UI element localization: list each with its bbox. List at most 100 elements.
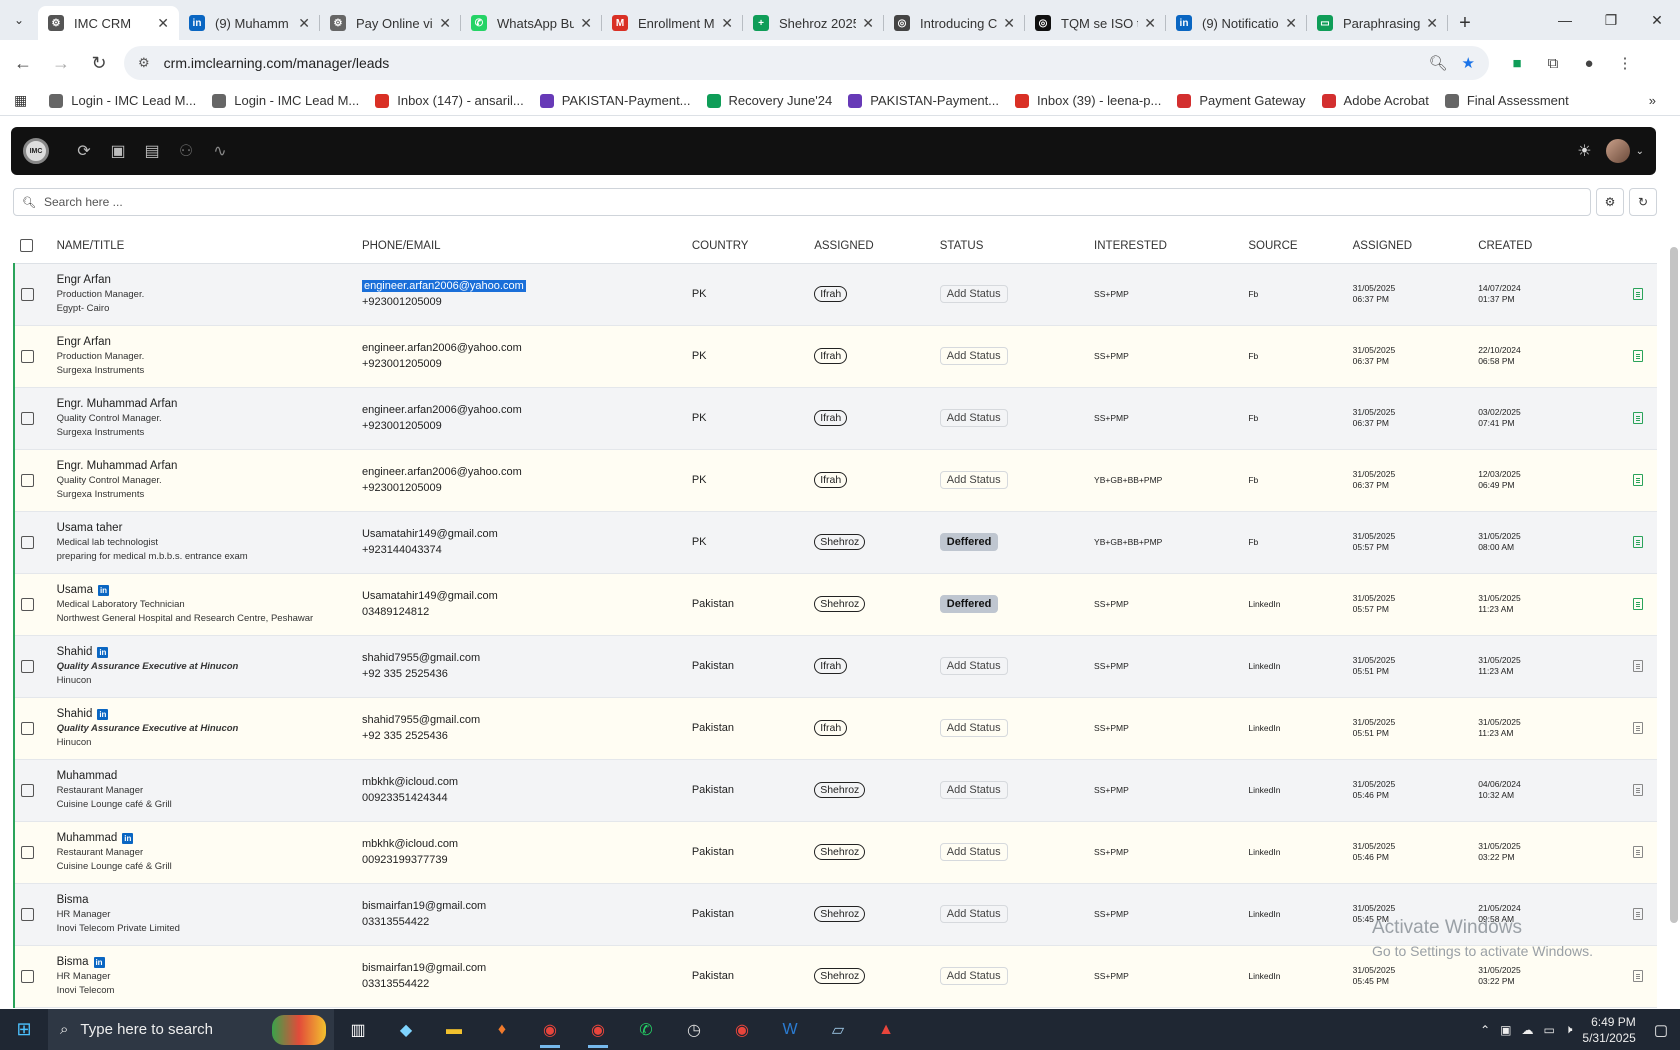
lead-email[interactable]: shahid7955@gmail.com (361, 652, 481, 664)
tab-close-icon[interactable]: ✕ (580, 14, 592, 31)
document-icon[interactable] (1633, 784, 1644, 796)
lead-email[interactable]: mbkhk@icloud.com (361, 838, 459, 850)
tab-close-icon[interactable]: ✕ (1426, 14, 1438, 31)
assigned-badge[interactable]: Shehroz (814, 534, 866, 550)
profile-avatar-icon[interactable]: ● (1584, 54, 1594, 72)
clock[interactable]: 6:49 PM 5/31/2025 (1582, 1014, 1635, 1046)
browser-menu-icon[interactable]: ⋮ (1617, 55, 1633, 72)
assigned-badge[interactable]: Shehroz (814, 596, 866, 612)
table-row[interactable]: Bisma HR Manager Inovi Telecom Private L… (13, 883, 1657, 946)
row-checkbox[interactable] (21, 411, 34, 425)
lead-name[interactable]: Engr. Muhammad Arfan (56, 398, 178, 410)
lead-phone[interactable]: 03489124812 (361, 606, 430, 618)
tab-close-icon[interactable]: ✕ (862, 14, 874, 31)
clock-app-icon[interactable]: ◷ (687, 1021, 701, 1039)
restore-icon[interactable]: ❐ (1604, 11, 1618, 28)
table-row[interactable]: Engr. Muhammad Arfan Quality Control Man… (13, 387, 1657, 450)
status-button[interactable]: Add Status (939, 843, 1008, 861)
table-row[interactable]: Engr. Muhammad Arfan Quality Control Man… (13, 449, 1657, 512)
bookmark-item[interactable]: PAKISTAN-Payment... (848, 93, 999, 108)
lead-phone[interactable]: +923001205009 (361, 296, 442, 308)
row-checkbox[interactable] (21, 349, 34, 363)
imc-logo[interactable]: IMC (23, 138, 49, 164)
copilot-icon[interactable]: ◆ (399, 1021, 413, 1039)
report-icon[interactable]: ▤ (144, 143, 160, 160)
assigned-badge[interactable]: Ifrah (814, 658, 848, 674)
apps-grid-icon[interactable]: ▦ (14, 92, 28, 108)
browser-tab[interactable]: + Shehroz 2025 ✕ (743, 6, 884, 40)
document-icon[interactable] (1633, 598, 1644, 610)
status-button[interactable]: Add Status (939, 409, 1008, 427)
lead-name[interactable]: Bisma (56, 956, 89, 968)
browser-tab[interactable]: ◎ Introducing C ✕ (884, 6, 1025, 40)
tab-close-icon[interactable]: ✕ (721, 14, 733, 31)
status-button[interactable]: Add Status (939, 905, 1008, 923)
lead-email[interactable]: bismairfan19@gmail.com (361, 900, 487, 912)
col-created[interactable]: CREATED (1478, 229, 1630, 264)
search-input[interactable]: 🔍︎ Search here ... (13, 188, 1591, 216)
notifications-icon[interactable]: ▢ (1653, 1021, 1668, 1039)
extensions-puzzle-icon[interactable]: ⧉ (1547, 54, 1559, 72)
assigned-badge[interactable]: Shehroz (814, 844, 866, 860)
tab-close-icon[interactable]: ✕ (298, 14, 310, 31)
cloud-icon[interactable]: ☁ (1521, 1022, 1534, 1037)
tab-close-icon[interactable]: ✕ (439, 14, 451, 31)
tab-close-icon[interactable]: ✕ (1144, 14, 1156, 31)
table-row[interactable]: Usama taher Medical lab technologist pre… (13, 511, 1657, 574)
extension-icon[interactable]: ■ (1512, 54, 1522, 72)
lead-email[interactable]: bismairfan19@gmail.com (361, 962, 487, 974)
lead-email[interactable]: shahid7955@gmail.com (361, 714, 481, 726)
chrome-icon[interactable]: ◉ (526, 1009, 574, 1050)
document-icon[interactable] (1633, 412, 1644, 424)
lead-phone[interactable]: 00923199377739 (361, 854, 448, 866)
lead-email[interactable]: mbkhk@icloud.com (361, 776, 459, 788)
browser-tab[interactable]: ▭ Paraphrasing ✕ (1307, 6, 1448, 40)
address-bar[interactable]: ⚙ crm.imclearning.com/manager/leads 🔍︎ ★ (124, 46, 1489, 80)
assigned-badge[interactable]: Ifrah (814, 286, 848, 302)
row-checkbox[interactable] (21, 969, 34, 983)
linkedin-icon[interactable]: in (98, 584, 109, 596)
url-text[interactable]: crm.imclearning.com/manager/leads (163, 55, 390, 71)
bookmark-item[interactable]: Login - IMC Lead M... (212, 93, 359, 108)
user-icon[interactable]: ⚇ (178, 143, 194, 160)
bookmark-item[interactable]: Inbox (147) - ansaril... (375, 93, 524, 108)
row-checkbox[interactable] (21, 473, 34, 487)
row-checkbox[interactable] (21, 535, 34, 549)
browser-tab[interactable]: ⚙ Pay Online vi ✕ (320, 6, 461, 40)
linkedin-icon[interactable]: in (122, 832, 134, 844)
lead-phone[interactable]: +923144043374 (361, 544, 442, 556)
linkedin-icon[interactable]: in (93, 956, 105, 968)
calendar-check-icon[interactable]: ▣ (110, 143, 126, 160)
row-checkbox[interactable] (21, 845, 34, 859)
row-checkbox[interactable] (21, 907, 34, 921)
network-icon[interactable]: ▭ (1543, 1022, 1555, 1037)
tab-close-icon[interactable]: ✕ (1003, 14, 1015, 31)
chevron-down-icon[interactable]: ⌄ (1635, 145, 1644, 157)
select-all-checkbox[interactable] (20, 239, 33, 253)
refresh-button[interactable]: ↻ (1629, 188, 1657, 216)
bookmark-item[interactable]: Recovery June'24 (706, 93, 832, 108)
assigned-badge[interactable]: Ifrah (814, 720, 848, 736)
browser-tab[interactable]: ◎ TQM se ISO t ✕ (1025, 6, 1166, 40)
lead-name[interactable]: Usama (56, 584, 93, 596)
theme-sun-icon[interactable]: ☀ (1577, 143, 1592, 160)
lead-name[interactable]: Usama taher (56, 522, 123, 534)
lead-name[interactable]: Muhammad (56, 770, 118, 782)
chrome-profile-icon[interactable]: ◉ (574, 1009, 622, 1050)
browser-tab[interactable]: M Enrollment M ✕ (602, 6, 743, 40)
lead-phone[interactable]: 03313554422 (361, 978, 430, 990)
table-row[interactable]: Usama in Medical Laboratory Technician No… (13, 573, 1657, 636)
status-button[interactable]: Add Status (939, 719, 1008, 737)
more-bookmarks-icon[interactable]: » (1648, 93, 1656, 108)
filter-settings-button[interactable]: ⚙ (1596, 188, 1624, 216)
bookmark-item[interactable]: Login - IMC Lead M... (49, 93, 196, 108)
row-checkbox[interactable] (21, 721, 34, 735)
col-source[interactable]: SOURCE (1248, 229, 1353, 264)
table-row[interactable]: Shahid in Quality Assurance Executive at … (13, 635, 1657, 698)
table-row[interactable]: Engr Arfan Production Manager. Surgexa I… (13, 325, 1657, 388)
whatsapp-icon[interactable]: ✆ (639, 1021, 653, 1039)
document-icon[interactable] (1633, 536, 1644, 548)
status-button[interactable]: Deffered (939, 595, 999, 613)
assigned-badge[interactable]: Ifrah (814, 472, 848, 488)
site-info-icon[interactable]: ⚙ (138, 55, 150, 70)
